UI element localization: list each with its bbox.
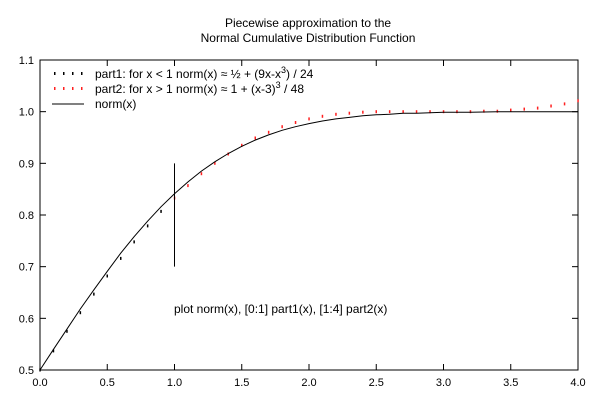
data-point-part2 [550,104,552,108]
data-point-part2 [348,111,351,115]
data-point-part1 [160,209,162,213]
y-tick-label: 0.8 [19,210,34,222]
data-point-part2 [335,112,337,116]
y-tick-label: 1.0 [19,107,34,119]
annotation-text: plot norm(x), [0:1] part1(x), [1:4] part… [174,302,387,316]
y-tick-label: 0.6 [19,313,34,325]
data-point-part2 [577,99,579,103]
data-point-part1 [146,224,149,228]
y-tick-label: 0.7 [19,262,34,274]
y-axis: 0.5 0.6 0.7 0.8 0.9 1.0 1.1 [19,55,578,377]
data-point-part2 [241,143,243,147]
data-point-part2 [267,130,270,134]
data-point-part2 [321,114,324,118]
data-point-part2 [254,136,256,140]
x-tick-label: 4.0 [570,377,585,389]
x-tick-label: 3.0 [436,377,451,389]
y-tick-label: 1.1 [19,55,34,67]
legend-swatch-part2 [72,87,74,90]
x-tick-label: 0.0 [32,377,47,389]
data-point-part2 [187,184,189,188]
data-point-part2 [362,110,364,114]
x-tick-label: 2.0 [301,377,316,389]
legend-swatch-part1 [54,72,56,75]
legend-swatch-part1 [72,72,74,75]
data-point-part2 [429,110,431,114]
data-point-part2 [388,110,391,114]
plot-area [39,99,579,372]
data-point-part2 [523,107,525,111]
x-axis: 0.0 0.5 1.0 1.5 2.0 2.5 3.0 3.5 4.0 [32,60,586,389]
series-norm-line [39,111,578,371]
data-point-part2 [281,125,283,129]
legend-swatch-part2 [81,87,83,90]
data-point-part2 [308,117,310,121]
data-point-part2 [510,108,512,112]
data-point-part1 [106,274,108,278]
legend-label-part2: part2: for x > 1 norm(x) ≈ 1 + (x-3)3 / … [95,80,304,96]
chart-title-line-1: Piecewise approximation to the [225,16,391,30]
data-point-part2 [375,110,377,114]
legend-label-norm: norm(x) [95,97,136,111]
data-point-part2 [496,109,499,113]
data-point-part2 [294,121,297,124]
data-point-part1 [93,292,95,296]
x-tick-label: 1.0 [167,377,182,389]
data-point-part2 [563,102,566,106]
legend-swatch-part1 [81,72,83,75]
y-tick-label: 0.9 [19,158,34,170]
data-point-part2 [200,172,203,176]
x-tick-label: 0.5 [100,377,115,389]
legend-swatch-part2 [54,87,56,90]
x-tick-label: 3.5 [503,377,518,389]
legend: part1: for x < 1 norm(x) ≈ ½ + (9x-x3) /… [52,65,314,111]
chart-title: Piecewise approximation to the Normal Cu… [201,16,416,45]
x-tick-label: 2.5 [369,377,384,389]
data-point-part1 [120,256,122,260]
x-tick-label: 1.5 [234,377,249,389]
data-point-part2 [214,161,216,165]
data-point-part2 [483,109,485,113]
data-point-part1 [133,240,135,244]
legend-swatch-part2 [63,87,65,90]
data-point-part1 [79,311,82,315]
legend-label-part1: part1: for x < 1 norm(x) ≈ ½ + (9x-x3) /… [95,65,314,81]
data-point-part1 [66,329,68,333]
data-point-part2 [536,106,539,110]
legend-swatch-part1 [63,72,65,75]
data-point-part2 [415,110,418,114]
chart-title-line-2: Normal Cumulative Distribution Function [201,31,416,45]
data-point-part1 [52,349,55,353]
data-point-part2 [402,110,404,114]
y-tick-label: 0.5 [19,365,34,377]
